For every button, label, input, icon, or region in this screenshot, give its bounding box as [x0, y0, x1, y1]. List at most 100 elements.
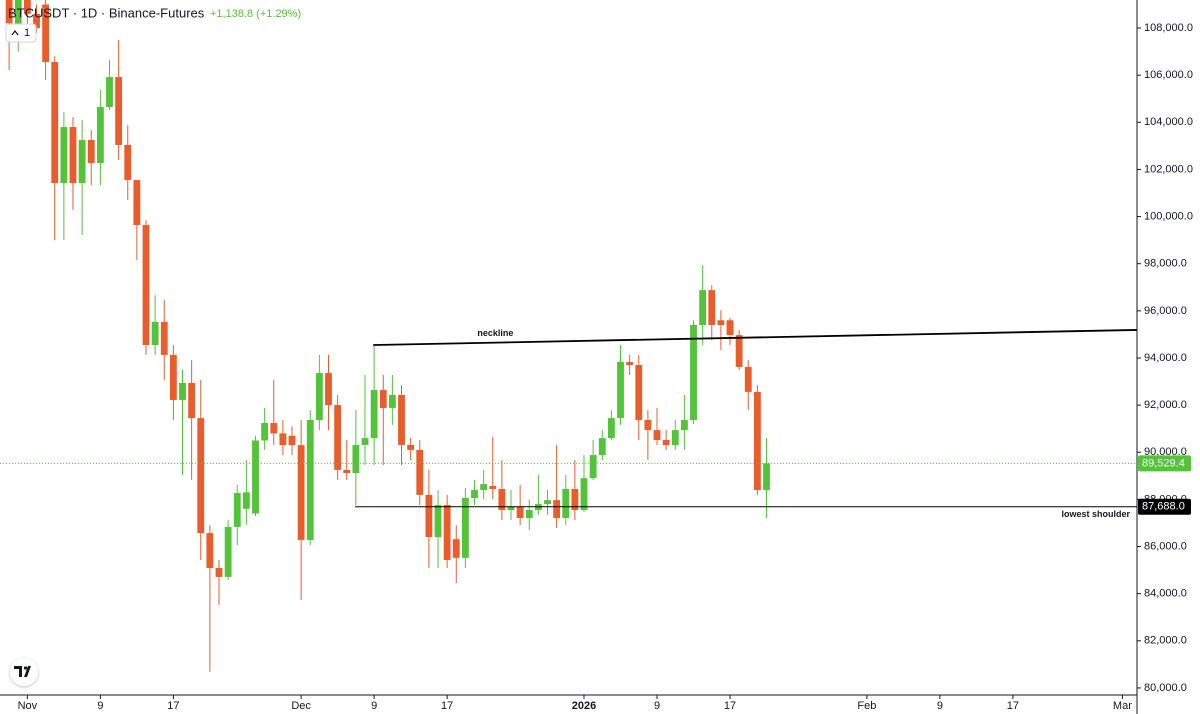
- candle-body: [516, 506, 524, 519]
- candle-body: [96, 106, 104, 164]
- candle-body: [142, 225, 150, 346]
- y-tick-label: 86,000.0: [1144, 540, 1187, 552]
- candle-body: [635, 365, 643, 420]
- candle-body: [343, 469, 351, 473]
- candle-body: [416, 449, 424, 495]
- y-tick-label: 90,000.0: [1144, 446, 1187, 458]
- candle-body: [607, 418, 615, 439]
- candle-body: [744, 366, 752, 392]
- x-tick-label: 17: [1007, 700, 1019, 712]
- candle-body: [306, 419, 314, 540]
- tradingview-logo[interactable]: [10, 658, 38, 686]
- candle-body: [471, 489, 478, 498]
- candle-body: [325, 373, 332, 406]
- candle-body: [480, 484, 488, 490]
- candle-body: [653, 430, 661, 441]
- candle-body: [726, 320, 734, 336]
- logo-mark: [14, 666, 31, 677]
- candle-body: [78, 139, 86, 184]
- candle-body: [717, 320, 725, 325]
- candle-body: [489, 485, 497, 490]
- candle-body: [370, 390, 378, 439]
- candle-body: [680, 419, 688, 431]
- candle-body: [242, 492, 250, 509]
- candle-body: [124, 144, 132, 181]
- x-tick-label: 2026: [572, 700, 596, 712]
- candle-body: [544, 500, 551, 505]
- y-tick-label: 106,000.0: [1144, 69, 1193, 81]
- y-tick-label: 80,000.0: [1144, 682, 1187, 694]
- candle-body: [206, 533, 214, 568]
- x-tick-label: 9: [937, 700, 943, 712]
- candle-body: [188, 382, 196, 419]
- logo-dot: [23, 666, 28, 670]
- y-tick-label: 84,000.0: [1144, 588, 1187, 600]
- candle-body: [562, 489, 570, 519]
- candle-body: [443, 505, 451, 560]
- neckline: [373, 329, 1137, 346]
- candle-body: [398, 394, 405, 445]
- candle-body: [160, 321, 168, 355]
- current-price-box: [1138, 455, 1191, 472]
- candle-body: [87, 139, 95, 164]
- x-tick-label: Dec: [291, 700, 311, 712]
- candle-body: [179, 382, 186, 400]
- shoulder-price-label: 87,688.0: [1142, 501, 1185, 513]
- candle-body: [580, 478, 588, 510]
- candle-body: [425, 494, 433, 538]
- candle-body: [690, 324, 697, 420]
- x-tick-label: 9: [654, 700, 660, 712]
- candle-body: [69, 127, 77, 184]
- candle-body: [735, 335, 743, 367]
- y-tick-label: 98,000.0: [1144, 258, 1187, 270]
- candle-body: [42, 4, 50, 62]
- interval-toggle[interactable]: [5, 23, 37, 43]
- candle-body: [498, 489, 506, 510]
- candle-body: [589, 455, 597, 479]
- interval-count: 1: [24, 27, 30, 39]
- candle-body: [297, 445, 305, 540]
- current-price-label: 89,529.4: [1142, 457, 1185, 469]
- candle-body: [352, 444, 360, 473]
- x-tick-label: Feb: [857, 700, 876, 712]
- candle-body: [699, 290, 707, 325]
- candle-body: [33, 13, 40, 29]
- y-tick-label: 100,000.0: [1144, 210, 1193, 222]
- x-tick-label: 17: [441, 700, 453, 712]
- candle-body: [671, 430, 679, 446]
- candle-body: [571, 489, 579, 510]
- chevron-icon: [11, 30, 19, 36]
- logo-circle: [10, 658, 38, 686]
- candle-body: [270, 423, 278, 434]
- plot-area: [0, 0, 1137, 672]
- candle-body: [753, 391, 761, 490]
- candle-body: [662, 440, 670, 446]
- candle-body: [215, 567, 223, 577]
- candle-body: [288, 435, 296, 446]
- y-tick-label: 108,000.0: [1144, 22, 1193, 34]
- candle-body: [434, 505, 442, 538]
- candle-body: [133, 180, 141, 226]
- candle-body: [197, 418, 205, 534]
- candle-body: [407, 444, 415, 450]
- candle-body: [60, 127, 68, 184]
- candle-body: [644, 419, 652, 431]
- candle-body: [106, 77, 113, 107]
- candle-body: [279, 433, 287, 446]
- candle-body: [23, 0, 31, 14]
- change: +1,138.8 (+1.29%): [210, 8, 301, 20]
- x-tick-label: 9: [371, 700, 377, 712]
- candle-body: [169, 354, 177, 400]
- candle-body: [507, 506, 515, 510]
- y-tick-label: 94,000.0: [1144, 352, 1187, 364]
- y-tick-label: 102,000.0: [1144, 163, 1193, 175]
- candle-body: [763, 463, 770, 490]
- candle-body: [233, 493, 241, 527]
- candle-body: [334, 405, 342, 470]
- candle-body: [379, 390, 387, 408]
- candle-body: [315, 373, 323, 420]
- candle-body: [115, 77, 123, 145]
- candle-body: [361, 438, 369, 445]
